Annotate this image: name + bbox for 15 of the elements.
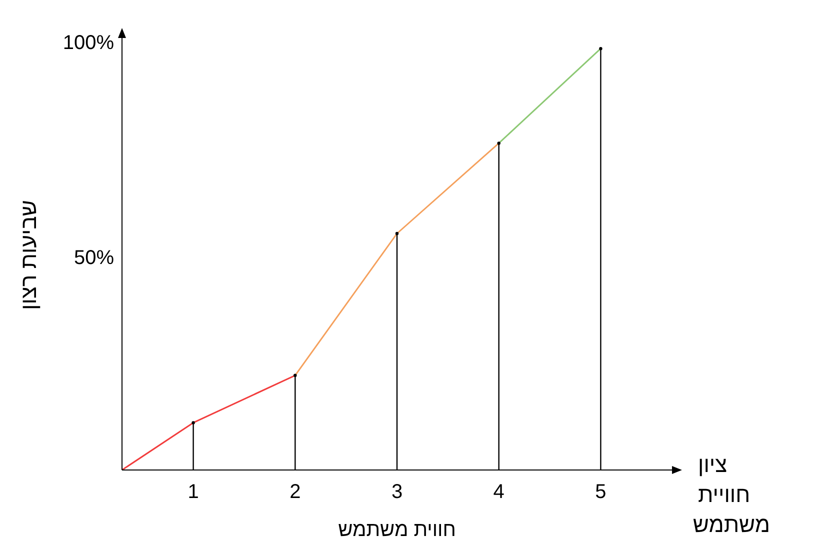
x-tick-label: 5	[595, 481, 606, 504]
text: ציון חוויית משתמש	[692, 451, 770, 539]
point	[599, 47, 602, 50]
y-axis-title: שביעות רצון	[16, 200, 41, 310]
x-axis-title: חווית משתמש	[338, 519, 456, 541]
x-tick-label: 4	[493, 481, 504, 504]
point	[497, 142, 500, 145]
point	[192, 421, 195, 424]
x-tick-label: 3	[391, 481, 403, 504]
y-tick-label: 100%	[62, 32, 114, 54]
y-tick-label: 50%	[74, 247, 114, 270]
point	[294, 374, 297, 377]
point	[395, 232, 399, 236]
x-tick-label: 1	[188, 481, 199, 504]
x-tick-label: 2	[290, 481, 301, 504]
